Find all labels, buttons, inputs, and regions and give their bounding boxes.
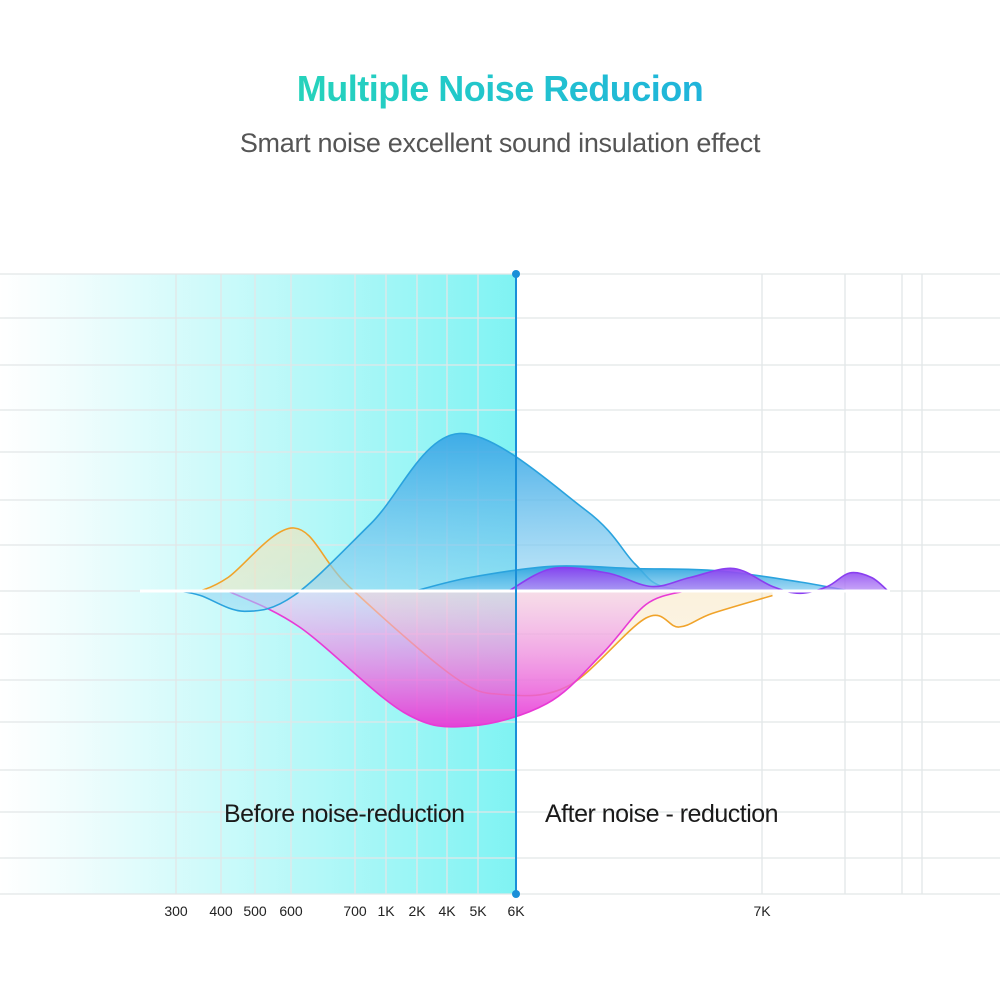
x-tick-label: 4K [438, 903, 456, 919]
divider-top-dot [512, 270, 520, 278]
x-tick-label: 7K [753, 903, 771, 919]
x-tick-label: 1K [377, 903, 395, 919]
series-line-magenta [227, 590, 685, 728]
page-subtitle: Smart noise excellent sound insulation e… [239, 128, 761, 158]
series-line-teal-wide [414, 565, 850, 592]
x-tick-label: 300 [164, 903, 188, 919]
x-tick-label: 700 [343, 903, 367, 919]
x-tick-label: 500 [243, 903, 267, 919]
x-tick-label: 6K [507, 903, 525, 919]
x-tick-label: 2K [408, 903, 426, 919]
page-title: Multiple Noise Reducion [0, 68, 1000, 110]
x-tick-label: 400 [209, 903, 233, 919]
after-label: After noise - reduction [545, 800, 778, 828]
x-tick-labels: 300 400 500 600 700 1K 2K 4K 5K 6K 7K [164, 903, 771, 919]
series-line-purple [508, 566, 889, 595]
before-label: Before noise-reduction [224, 800, 465, 828]
x-tick-label: 5K [469, 903, 487, 919]
x-tick-label: 600 [279, 903, 303, 919]
series-area-purple [508, 567, 888, 594]
series-layer [178, 432, 889, 728]
series-area-magenta [228, 591, 685, 727]
divider-bottom-dot [512, 890, 520, 898]
